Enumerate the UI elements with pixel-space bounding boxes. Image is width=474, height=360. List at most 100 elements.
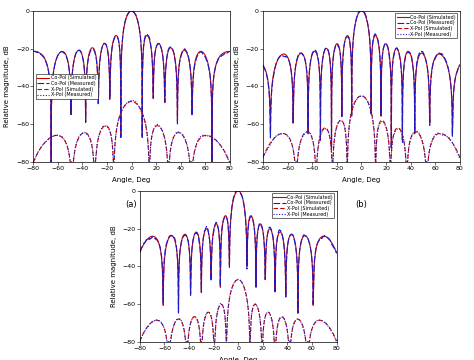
X-Pol (Simulated) (156, 124, 162, 128)
Legend: Co-Pol (Simulated), Co-Pol (Measured), X-Pol (Simulated), X-Pol (Measured): Co-Pol (Simulated), Co-Pol (Measured), X… (36, 74, 98, 99)
X-Pol (Simulated) (227, 160, 233, 164)
Co-Pol (Measured) (30, 49, 36, 53)
X-Pol (Simulated) (334, 339, 339, 343)
X-Pol (Simulated) (263, 313, 268, 318)
X-Pol (Simulated) (358, 94, 364, 98)
Co-Pol (Measured) (48, 160, 54, 164)
Co-Pol (Simulated) (386, 50, 392, 54)
X-Pol (Simulated) (164, 340, 170, 344)
Line: Co-Pol (Simulated): Co-Pol (Simulated) (33, 11, 230, 162)
Line: X-Pol (Simulated): X-Pol (Simulated) (263, 96, 460, 162)
Co-Pol (Measured) (200, 52, 206, 56)
Co-Pol (Simulated) (252, 227, 257, 231)
Co-Pol (Simulated) (295, 311, 301, 315)
Co-Pol (Measured) (334, 251, 339, 256)
X-Pol (Measured) (307, 337, 312, 341)
Co-Pol (Simulated) (457, 63, 463, 67)
Co-Pol (Measured) (375, 36, 381, 41)
Y-axis label: Relative magnitude, dB: Relative magnitude, dB (111, 226, 117, 307)
Line: X-Pol (Measured): X-Pol (Measured) (140, 279, 337, 342)
Text: (a): (a) (126, 200, 137, 209)
Co-Pol (Measured) (389, 147, 394, 151)
Co-Pol (Measured) (145, 33, 151, 37)
Co-Pol (Measured) (227, 50, 233, 54)
X-axis label: Angle, Deg: Angle, Deg (342, 177, 381, 183)
Co-Pol (Simulated) (42, 58, 48, 62)
X-Pol (Simulated) (145, 137, 151, 141)
Co-Pol (Simulated) (200, 50, 206, 55)
Co-Pol (Measured) (380, 50, 385, 55)
Co-Pol (Measured) (286, 235, 292, 240)
X-Pol (Measured) (380, 120, 386, 124)
X-Pol (Simulated) (150, 130, 155, 134)
X-Pol (Measured) (137, 339, 143, 343)
Line: X-Pol (Measured): X-Pol (Measured) (33, 100, 230, 162)
Co-Pol (Measured) (386, 50, 392, 54)
Legend: Co-Pol (Simulated), Co-Pol (Measured), X-Pol (Simulated), X-Pol (Measured): Co-Pol (Simulated), Co-Pol (Measured), X… (272, 193, 334, 218)
Co-Pol (Measured) (252, 226, 257, 231)
Co-Pol (Simulated) (128, 9, 134, 13)
Line: X-Pol (Simulated): X-Pol (Simulated) (140, 280, 337, 342)
X-Pol (Measured) (227, 160, 233, 164)
X-Pol (Measured) (156, 123, 162, 127)
Legend: Co-Pol (Simulated), Co-Pol (Measured), X-Pol (Simulated), X-Pol (Measured): Co-Pol (Simulated), Co-Pol (Measured), X… (395, 13, 457, 38)
Co-Pol (Simulated) (137, 250, 143, 255)
X-Pol (Simulated) (30, 160, 36, 164)
Co-Pol (Measured) (256, 222, 262, 226)
Co-Pol (Simulated) (286, 235, 292, 239)
X-Pol (Simulated) (257, 315, 263, 319)
Co-Pol (Measured) (128, 9, 133, 13)
X-Pol (Simulated) (252, 302, 257, 307)
Co-Pol (Simulated) (430, 62, 436, 66)
X-Pol (Measured) (145, 136, 151, 141)
X-Pol (Measured) (410, 132, 416, 136)
X-Pol (Measured) (263, 313, 268, 317)
Co-Pol (Measured) (357, 9, 363, 13)
Co-Pol (Measured) (156, 41, 162, 46)
X-Pol (Simulated) (128, 99, 134, 104)
X-Pol (Simulated) (272, 135, 278, 139)
Co-Pol (Simulated) (334, 250, 339, 255)
Co-Pol (Simulated) (30, 49, 36, 54)
Line: X-Pol (Simulated): X-Pol (Simulated) (33, 102, 230, 162)
X-Pol (Simulated) (42, 140, 48, 144)
X-Pol (Simulated) (430, 137, 436, 141)
Co-Pol (Simulated) (256, 222, 262, 226)
Co-Pol (Simulated) (307, 242, 312, 247)
X-Pol (Measured) (260, 156, 266, 160)
Co-Pol (Simulated) (328, 146, 334, 150)
Line: Co-Pol (Measured): Co-Pol (Measured) (263, 11, 460, 149)
X-Pol (Measured) (334, 339, 339, 343)
X-Pol (Simulated) (380, 118, 386, 123)
X-Pol (Measured) (200, 133, 206, 138)
X-Pol (Measured) (457, 156, 463, 161)
X-Pol (Measured) (272, 135, 278, 139)
Line: Co-Pol (Simulated): Co-Pol (Simulated) (140, 191, 337, 313)
Co-Pol (Measured) (150, 90, 156, 94)
Co-Pol (Simulated) (272, 65, 278, 69)
X-Pol (Measured) (257, 315, 263, 319)
X-Pol (Measured) (292, 160, 298, 164)
Co-Pol (Measured) (307, 242, 312, 247)
X-Pol (Simulated) (180, 133, 185, 138)
Co-Pol (Simulated) (145, 34, 151, 38)
X-Pol (Measured) (375, 129, 381, 133)
Co-Pol (Simulated) (410, 63, 416, 67)
Co-Pol (Measured) (272, 66, 278, 70)
X-Pol (Measured) (358, 94, 364, 98)
Co-Pol (Simulated) (380, 49, 386, 53)
X-Pol (Measured) (150, 130, 155, 134)
Co-Pol (Simulated) (227, 49, 233, 54)
Text: (b): (b) (356, 200, 367, 209)
X-Pol (Measured) (42, 140, 48, 145)
Co-Pol (Measured) (260, 63, 266, 67)
X-Pol (Simulated) (457, 155, 463, 159)
Co-Pol (Measured) (234, 189, 239, 193)
X-Pol (Measured) (129, 98, 135, 103)
Co-Pol (Measured) (430, 63, 436, 67)
X-Pol (Measured) (252, 302, 257, 306)
X-Pol (Simulated) (200, 134, 206, 138)
Co-Pol (Simulated) (263, 276, 268, 281)
Co-Pol (Simulated) (180, 49, 186, 53)
X-Pol (Simulated) (375, 127, 381, 131)
